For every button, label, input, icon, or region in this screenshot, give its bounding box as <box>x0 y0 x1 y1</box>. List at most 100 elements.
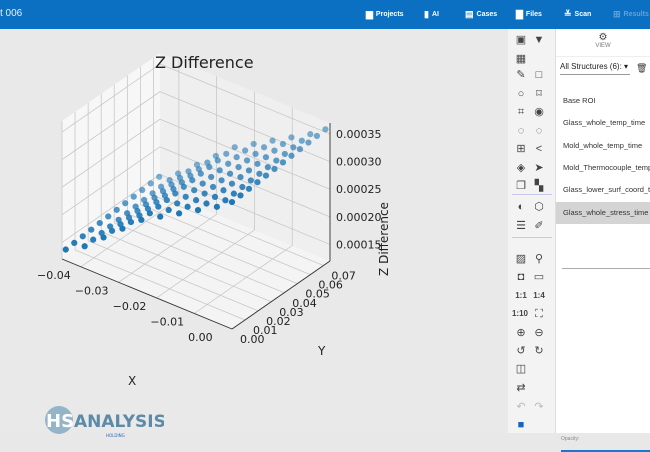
image-edit-icon[interactable]: ▨ <box>515 253 527 265</box>
polygon-icon[interactable]: ⌑ <box>536 88 542 100</box>
nav-files[interactable]: ▇ Files <box>516 9 542 19</box>
delete-icon[interactable]: 🗑 <box>636 63 648 73</box>
fullscreen-icon[interactable]: ⛶ <box>535 308 543 320</box>
save-icon[interactable]: ■ <box>517 419 525 431</box>
camera-icon[interactable]: ◘ <box>517 271 525 283</box>
data-point <box>228 180 236 187</box>
data-point <box>146 210 153 217</box>
share-icon[interactable]: < <box>535 143 543 155</box>
zoom-out-icon[interactable]: ⊖ <box>534 327 544 339</box>
divider <box>562 268 650 269</box>
data-point <box>100 234 107 241</box>
svg-text:0.03: 0.03 <box>279 306 304 319</box>
data-point <box>290 144 297 151</box>
data-point <box>254 179 261 186</box>
dropdown-caret-icon: ▾ <box>624 62 629 71</box>
lasso-icon[interactable]: ◌ <box>517 125 525 137</box>
data-point <box>165 206 172 214</box>
cases-icon: ▤ <box>465 9 474 19</box>
nav-scan[interactable]: ≚ Scan <box>564 9 592 19</box>
data-point <box>220 187 227 194</box>
svg-text:0.00: 0.00 <box>240 333 265 346</box>
rotate-left-icon[interactable]: ↺ <box>516 345 526 357</box>
rotate-right-icon[interactable]: ↻ <box>534 345 544 357</box>
svg-text:Y: Y <box>317 344 326 358</box>
nav-cases[interactable]: ▤ Cases <box>465 9 498 19</box>
hs-analysis-logo: HS ANALYSIS HOLDING <box>44 405 166 444</box>
svg-text:HS: HS <box>46 411 74 432</box>
view-tab[interactable]: ⚙ VIEW <box>556 33 650 50</box>
svg-text:0.00015: 0.00015 <box>336 238 382 251</box>
data-point <box>256 170 263 177</box>
data-point <box>288 152 295 159</box>
zoom-1-4-button[interactable]: 1:4 <box>533 291 545 300</box>
scatter-3d-chart[interactable]: −0.04−0.03−0.02−0.010.00 0.000.010.020.03… <box>0 29 508 433</box>
data-point <box>226 170 234 177</box>
structure-item[interactable]: Mold_Thermocouple_temp <box>563 162 650 172</box>
data-point <box>130 193 137 200</box>
zoom-in-icon[interactable]: ⊕ <box>516 327 526 339</box>
data-point <box>252 150 259 157</box>
files-icon: ▇ <box>516 9 523 19</box>
fill-icon[interactable]: ◈ <box>516 162 526 174</box>
brain-icon[interactable]: ◐ <box>517 201 525 213</box>
lasso-add-icon[interactable]: ◌ <box>535 125 543 137</box>
nav-ai[interactable]: ▮ AI <box>424 9 439 19</box>
region-icon[interactable]: ⌗ <box>517 106 525 118</box>
svg-text:0.00025: 0.00025 <box>336 183 382 196</box>
structure-item[interactable]: Glass_whole_stress_time <box>556 201 650 224</box>
data-point <box>197 170 204 177</box>
gallery-icon[interactable]: ▣ <box>515 34 527 46</box>
undo-icon[interactable]: ↶ <box>516 401 526 413</box>
data-point <box>108 227 116 234</box>
data-point <box>180 183 187 190</box>
data-point <box>271 165 278 173</box>
structures-dropdown[interactable]: All Structures (6): ▾ <box>560 62 630 75</box>
filter-icon[interactable]: ▼ <box>533 34 545 46</box>
swap-icon[interactable]: ⇄ <box>516 382 526 394</box>
data-point <box>322 126 329 133</box>
svg-text:−0.03: −0.03 <box>75 285 109 298</box>
rectangle-icon[interactable]: □ <box>535 69 543 81</box>
pencil-icon[interactable]: ✎ <box>516 69 526 81</box>
data-point <box>233 154 240 161</box>
eyedropper-icon[interactable]: ✐ <box>534 220 544 232</box>
data-point <box>298 137 305 144</box>
data-point <box>305 139 312 146</box>
cast-icon[interactable]: ▭ <box>533 271 545 283</box>
data-point <box>222 197 229 204</box>
data-point <box>157 213 164 220</box>
data-point <box>174 200 181 207</box>
data-point <box>279 159 287 166</box>
flip-icon[interactable]: ◫ <box>515 363 527 375</box>
dashboard-icon[interactable]: ▚ <box>534 180 544 192</box>
data-point <box>250 140 257 148</box>
data-point <box>172 190 179 197</box>
zoom-1-10-button[interactable]: 1:10 <box>511 309 528 318</box>
data-point <box>105 213 112 220</box>
circle-icon[interactable]: ○ <box>517 88 525 100</box>
structure-item[interactable]: Base ROI <box>563 96 596 105</box>
data-point <box>254 160 261 167</box>
grid-view-icon[interactable]: ▦ <box>515 53 527 65</box>
structure-item[interactable]: Glass_whole_temp_time <box>563 118 646 128</box>
redo-icon[interactable]: ↷ <box>534 401 544 413</box>
svg-text:0.05: 0.05 <box>305 288 330 301</box>
radio-target-icon[interactable]: ◉ <box>534 106 544 118</box>
data-point <box>237 173 244 181</box>
nav-projects[interactable]: ▆ Projects <box>366 9 404 19</box>
layers-icon[interactable]: ❐ <box>516 180 526 192</box>
hexagon-icon[interactable]: ⬡ <box>534 201 544 213</box>
zoom-1-1-button[interactable]: 1:1 <box>515 291 527 300</box>
data-point <box>62 246 69 253</box>
sliders-icon[interactable]: ☰ <box>516 220 526 232</box>
top-bar: t 006 ▆ Projects ▮ AI ▤ Cases ▇ Files ≚ Scan ⊞ Resu… <box>0 0 650 29</box>
svg-text:−0.01: −0.01 <box>150 316 184 329</box>
location-pin-icon[interactable]: ⚲ <box>534 253 544 265</box>
tile-icon[interactable]: ⊞ <box>516 143 526 155</box>
data-point <box>247 177 254 184</box>
structure-item[interactable]: Glass_lower_surf_coord_t <box>563 185 650 195</box>
nav-results[interactable]: ⊞ Results <box>613 9 649 19</box>
structure-item[interactable]: Mold_whole_temp_time <box>563 140 643 150</box>
pointer-icon[interactable]: ➤ <box>534 162 544 174</box>
